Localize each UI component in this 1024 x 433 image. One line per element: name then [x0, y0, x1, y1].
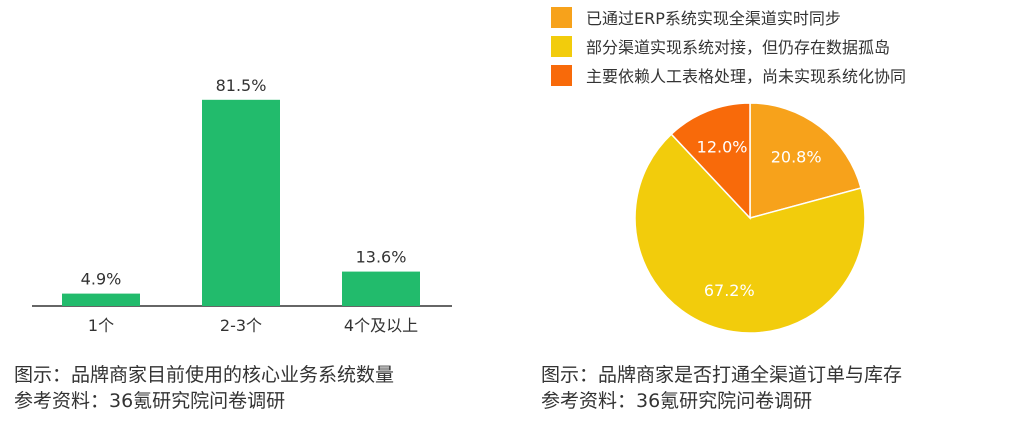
bar-value-label: 13.6%: [356, 248, 407, 267]
right-caption-title: 图示：品牌商家是否打通全渠道订单与库存: [541, 364, 903, 386]
bar-1: [62, 293, 140, 306]
pie-slice-label: 12.0%: [697, 137, 748, 156]
pie-slice-label: 67.2%: [704, 281, 755, 300]
pie-slice-label: 20.8%: [771, 148, 822, 167]
bar-value-label: 81.5%: [216, 76, 267, 95]
legend-swatch: [551, 7, 572, 28]
x-tick-label: 1个: [88, 316, 114, 335]
pie-legend: 已通过ERP系统实现全渠道实时同步 部分渠道实现系统对接，但仍存在数据孤岛 主要…: [551, 7, 906, 86]
left-chart-caption: 图示：品牌商家目前使用的核心业务系统数量 参考资料：36氪研究院问卷调研: [14, 362, 394, 414]
bar-4-plus: [342, 271, 420, 306]
legend-label: 主要依赖人工表格处理，尚未实现系统化协同: [586, 67, 906, 86]
legend-swatch: [551, 36, 572, 57]
pie-slice-partial: [634, 133, 866, 334]
pie-chart: 20.8% 67.2% 12.0%: [634, 102, 866, 334]
x-tick-label: 2-3个: [220, 316, 262, 335]
right-chart-caption: 图示：品牌商家是否打通全渠道订单与库存 参考资料：36氪研究院问卷调研: [541, 362, 902, 414]
pie-slice-erp-sync: [749, 102, 862, 219]
bar-2-3: [202, 99, 280, 307]
legend-label: 部分渠道实现系统对接，但仍存在数据孤岛: [586, 38, 890, 57]
legend-swatch: [551, 65, 572, 86]
left-caption-title: 图示：品牌商家目前使用的核心业务系统数量: [14, 364, 395, 386]
bar-chart: 4.9% 81.5% 13.6% 1个 2-3个 4个及以上: [32, 76, 452, 335]
pie-slice-manual: [670, 102, 751, 220]
legend-label: 已通过ERP系统实现全渠道实时同步: [586, 9, 841, 28]
bar-value-label: 4.9%: [81, 270, 122, 289]
right-caption-source: 参考资料：36氪研究院问卷调研: [541, 390, 813, 412]
left-caption-source: 参考资料：36氪研究院问卷调研: [14, 390, 286, 412]
x-tick-label: 4个及以上: [344, 316, 418, 335]
